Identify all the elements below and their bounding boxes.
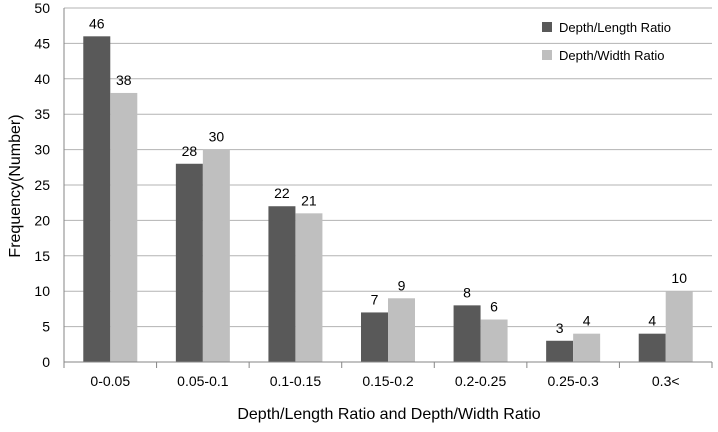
data-label: 38 [116, 72, 132, 88]
y-tick-label: 45 [34, 35, 50, 51]
bar [666, 291, 693, 362]
bar [639, 334, 666, 362]
bar [388, 298, 415, 362]
legend-label: Depth/Width Ratio [559, 48, 665, 63]
data-label: 4 [648, 313, 656, 329]
data-label: 9 [398, 277, 406, 293]
bar [203, 150, 230, 362]
x-axis-ticks: 0-0.05 0.05-0.1 0.1-0.15 0.15-0.2 0.2-0.25 0.… [64, 362, 712, 389]
data-label: 46 [89, 15, 105, 31]
legend-swatch [542, 22, 552, 32]
y-tick-label: 15 [34, 248, 50, 264]
bar [546, 341, 573, 362]
y-tick-label: 10 [34, 283, 50, 299]
y-axis-title: Frequency(Number) [7, 114, 24, 257]
y-tick-label: 5 [42, 319, 50, 335]
bar [176, 164, 203, 362]
bar [573, 334, 600, 362]
legend: Depth/Length Ratio Depth/Width Ratio [542, 20, 671, 63]
y-tick-label: 30 [34, 142, 50, 158]
data-label: 28 [182, 143, 198, 159]
data-label: 7 [371, 291, 379, 307]
legend-swatch [542, 50, 552, 60]
data-label: 3 [556, 320, 564, 336]
y-tick-label: 25 [34, 177, 50, 193]
x-tick-label: 0.1-0.15 [270, 373, 322, 389]
bar [268, 206, 295, 362]
bar [361, 312, 388, 362]
x-tick-label: 0.05-0.1 [177, 373, 229, 389]
y-tick-label: 40 [34, 71, 50, 87]
data-label: 22 [274, 185, 290, 201]
bar [110, 93, 137, 362]
data-label: 30 [209, 129, 225, 145]
data-label: 10 [671, 270, 687, 286]
bar [83, 36, 110, 362]
legend-label: Depth/Length Ratio [559, 20, 671, 35]
data-label: 8 [463, 284, 471, 300]
bar [481, 320, 508, 362]
x-tick-label: 0-0.05 [90, 373, 130, 389]
data-label: 21 [301, 192, 317, 208]
y-tick-label: 35 [34, 106, 50, 122]
y-tick-label: 20 [34, 212, 50, 228]
data-label: 4 [583, 313, 591, 329]
bars [83, 36, 692, 362]
y-tick-label: 0 [42, 354, 50, 370]
x-tick-label: 0.25-0.3 [547, 373, 599, 389]
x-tick-label: 0.2-0.25 [455, 373, 507, 389]
y-axis-ticks: 0 5 10 15 20 25 30 35 40 45 50 [34, 0, 50, 370]
y-tick-label: 50 [34, 0, 50, 16]
x-axis-title: Depth/Length Ratio and Depth/Width Ratio [237, 406, 540, 423]
x-tick-label: 0.3< [652, 373, 680, 389]
bar [295, 213, 322, 362]
bar [454, 305, 481, 362]
x-tick-label: 0.15-0.2 [362, 373, 414, 389]
data-label: 6 [490, 299, 498, 315]
